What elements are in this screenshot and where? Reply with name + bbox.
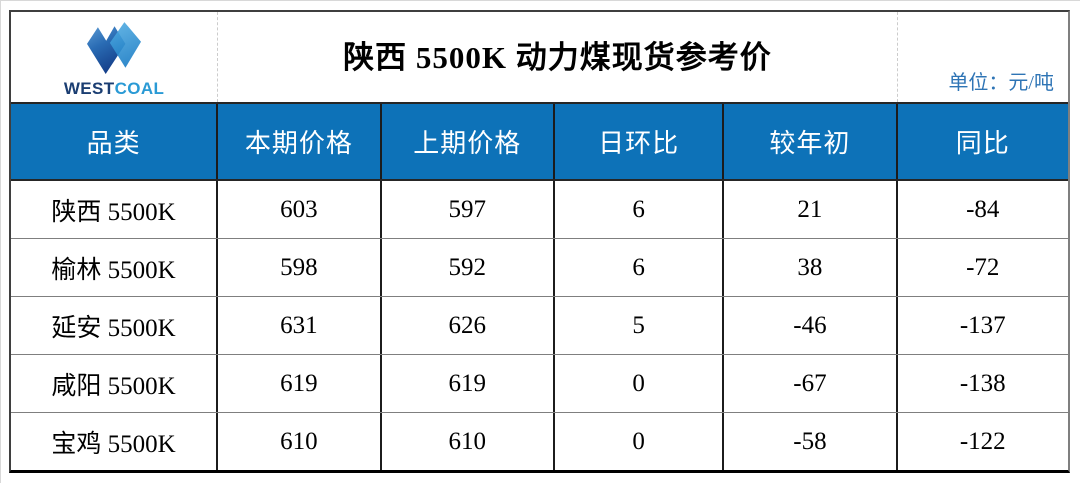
unit-label: 单位：元/吨 (948, 72, 1054, 94)
cell-category: 咸阳 5500K (11, 355, 219, 412)
cell-category: 榆林 5500K (11, 239, 219, 296)
col-header-current-price: 本期价格 (218, 104, 382, 179)
cell-category: 延安 5500K (11, 297, 219, 354)
table-header-row: 品类 本期价格 上期价格 日环比 较年初 同比 (11, 104, 1068, 181)
col-header-day-change: 日环比 (555, 104, 725, 179)
cell-day-change: 5 (555, 297, 725, 354)
cell-current-price: 610 (218, 413, 382, 470)
table-row: 咸阳 5500K 619 619 0 -67 -138 (11, 355, 1068, 413)
table-row: 延安 5500K 631 626 5 -46 -137 (11, 297, 1068, 355)
cell-category: 陕西 5500K (11, 181, 219, 238)
price-table-sheet: WESTCOAL 陕西 5500K 动力煤现货参考价 单位：元/吨 品类 本期价… (9, 10, 1070, 473)
cell-yoy-change: -138 (959, 369, 1006, 397)
cell-previous-price: 619 (382, 355, 555, 412)
cell-current-price: 598 (218, 239, 382, 296)
wordmark-coal: COAL (114, 79, 165, 98)
cell-ytd-change: 21 (724, 181, 898, 238)
col-header-ytd-change: 较年初 (724, 104, 898, 179)
cell-previous-price: 597 (382, 181, 555, 238)
cell-previous-price: 592 (382, 239, 555, 296)
cell-ytd-change: -46 (724, 297, 898, 354)
cell-current-price: 619 (218, 355, 382, 412)
cell-ytd-change: 38 (724, 239, 898, 296)
cell-day-change: 6 (555, 239, 725, 296)
col-header-yoy-change: 同比 (955, 129, 1010, 158)
col-header-previous-price: 上期价格 (382, 104, 555, 179)
westcoal-w-icon (86, 20, 142, 79)
page-title: 陕西 5500K 动力煤现货参考价 (218, 12, 898, 102)
table-row: 宝鸡 5500K 610 610 0 -58 -122 (11, 413, 1068, 470)
cell-day-change: 0 (555, 355, 725, 412)
cell-yoy-change: -84 (966, 195, 1000, 223)
table-row: 榆林 5500K 598 592 6 38 -72 (11, 239, 1068, 297)
col-header-category: 品类 (11, 104, 219, 179)
cell-ytd-change: -67 (724, 355, 898, 412)
cell-day-change: 0 (555, 413, 725, 470)
cell-yoy-change: -72 (966, 253, 1000, 281)
cell-previous-price: 626 (382, 297, 555, 354)
cell-category: 宝鸡 5500K (11, 413, 219, 470)
cell-previous-price: 610 (382, 413, 555, 470)
cell-current-price: 631 (218, 297, 382, 354)
cell-ytd-change: -58 (724, 413, 898, 470)
cell-yoy-change: -122 (959, 427, 1006, 455)
table-row: 陕西 5500K 603 597 6 21 -84 (11, 181, 1068, 239)
cell-current-price: 603 (218, 181, 382, 238)
banner: WESTCOAL 陕西 5500K 动力煤现货参考价 单位：元/吨 (11, 12, 1068, 104)
brand-logo: WESTCOAL (11, 12, 219, 102)
cell-day-change: 6 (555, 181, 725, 238)
cell-yoy-change: -137 (959, 311, 1006, 339)
brand-wordmark: WESTCOAL (64, 80, 164, 97)
wordmark-west: WEST (63, 79, 115, 98)
